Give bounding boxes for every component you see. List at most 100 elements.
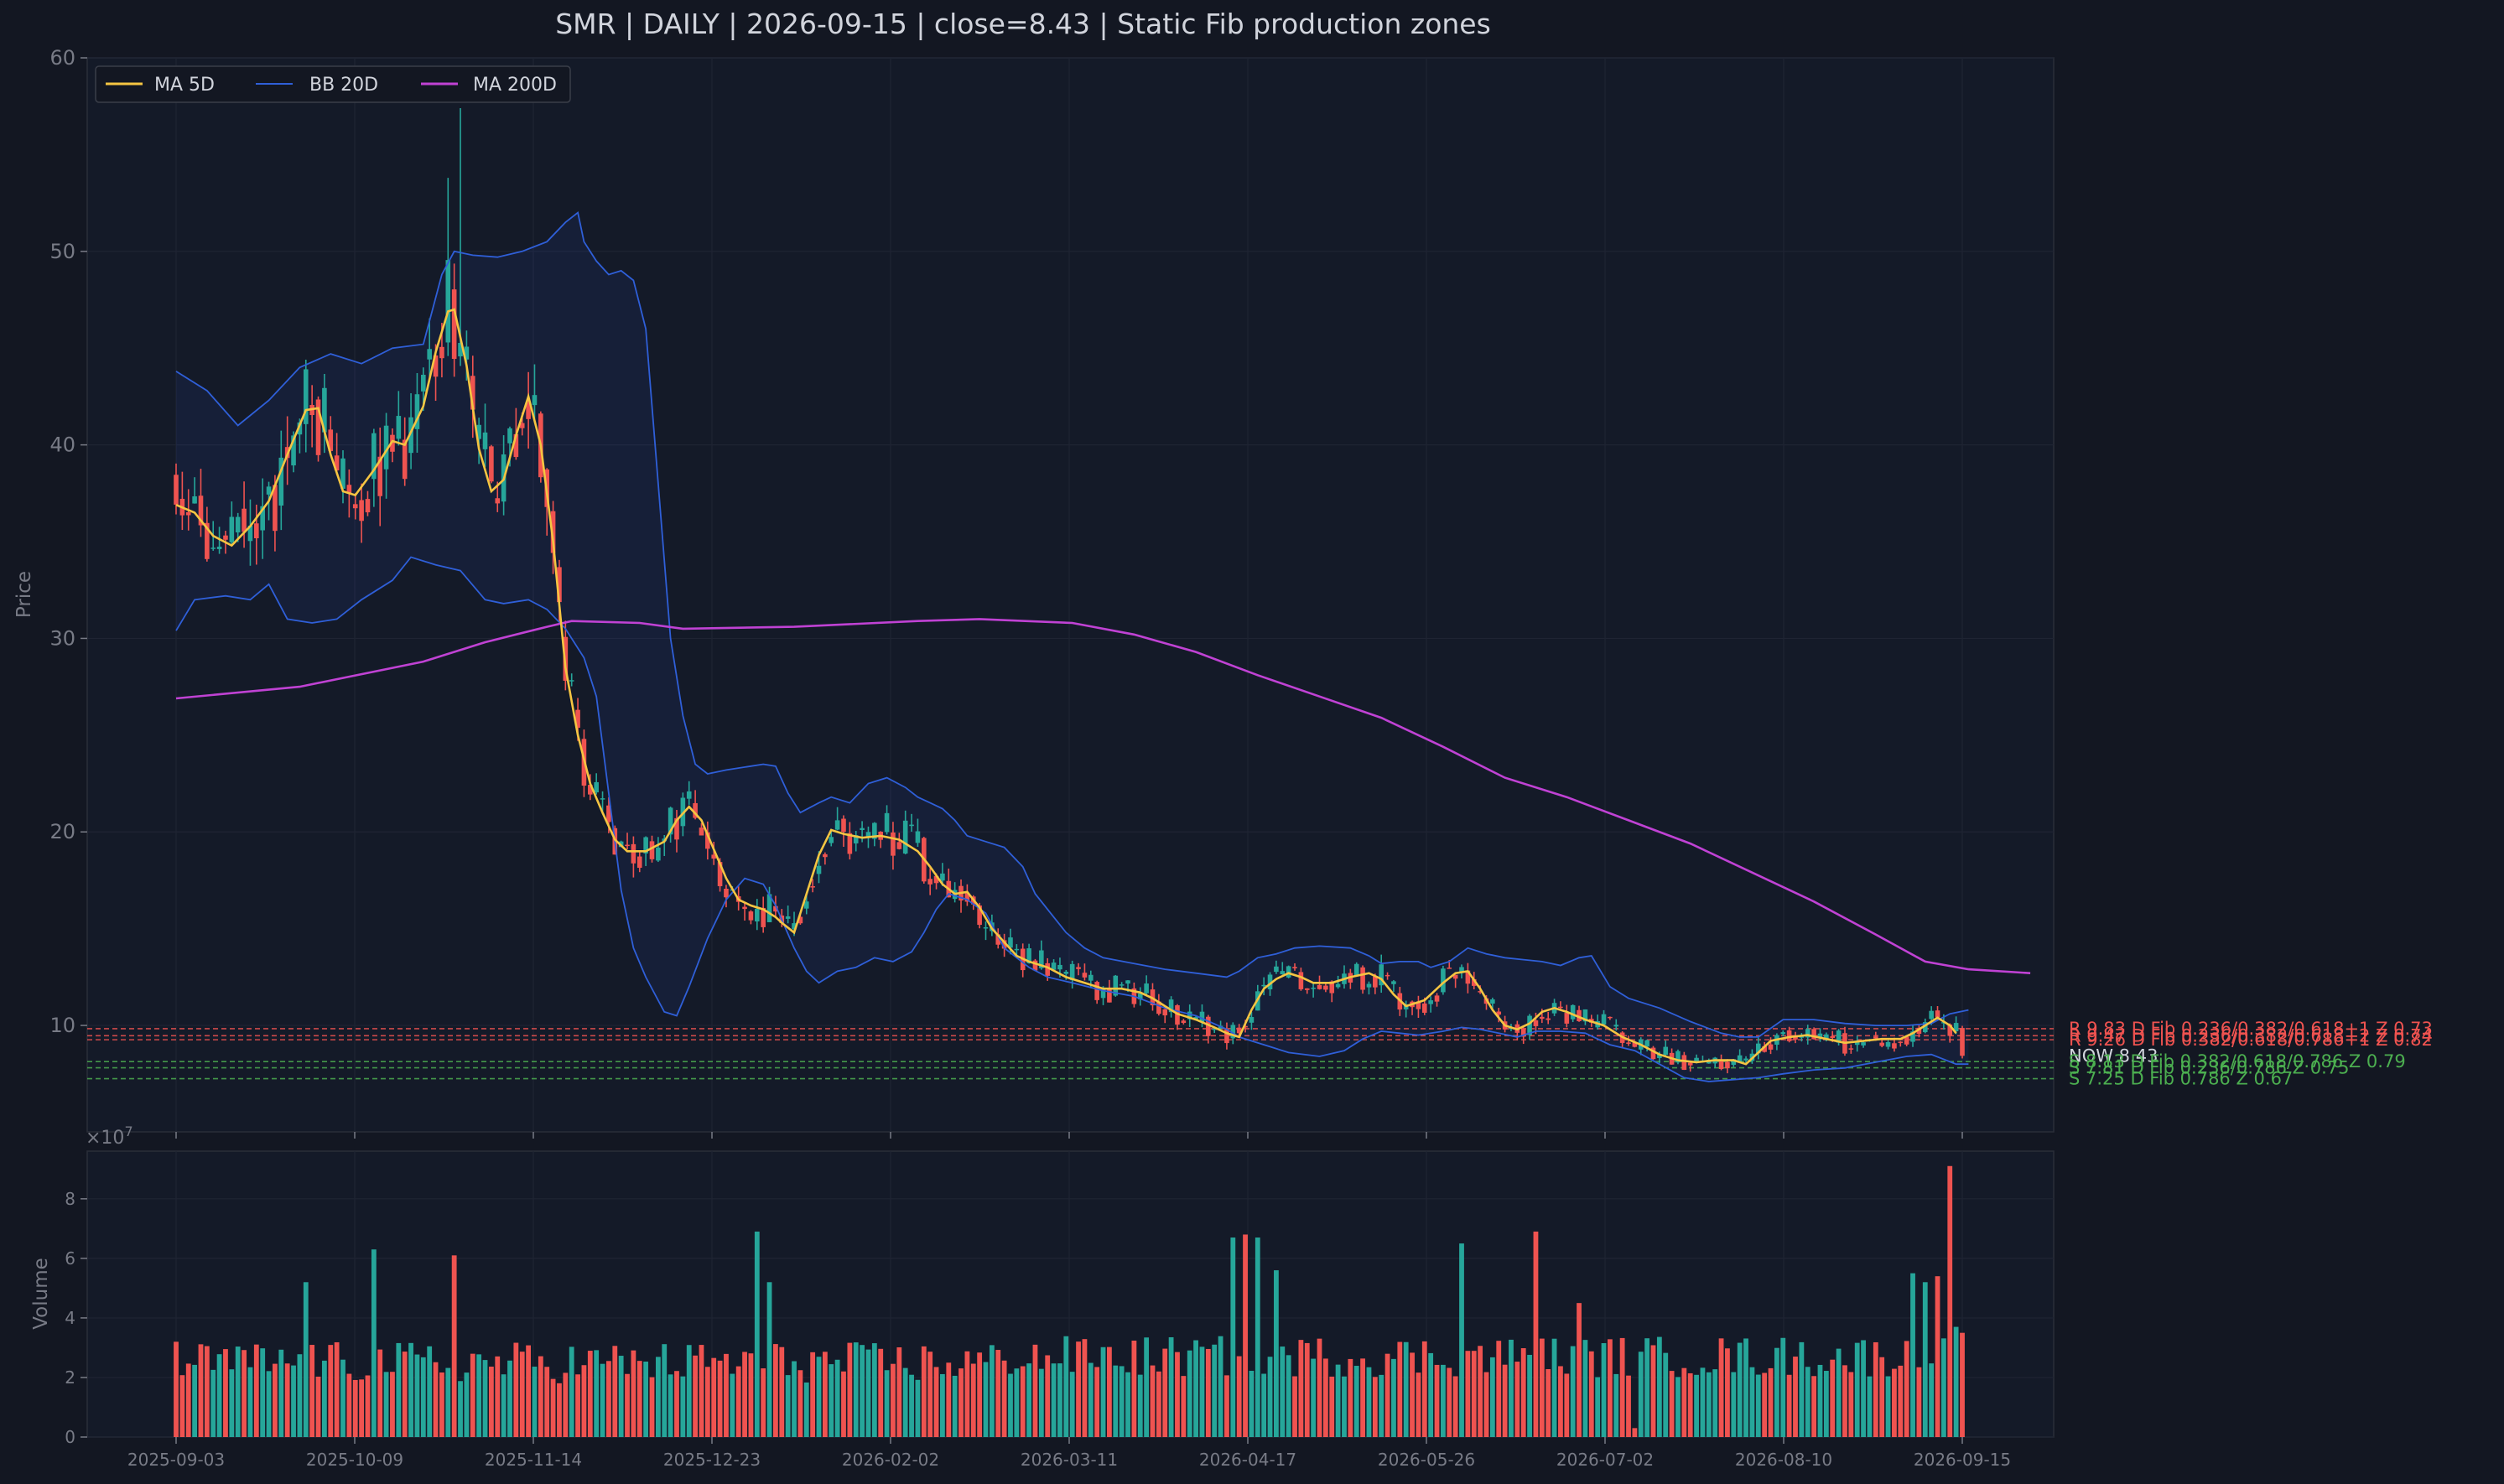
volume-bar — [792, 1361, 797, 1437]
volume-bar — [1650, 1345, 1656, 1437]
volume-bar — [1335, 1364, 1341, 1437]
candle-body — [1230, 1025, 1236, 1039]
candle-body — [1384, 974, 1390, 977]
candle-body — [1478, 991, 1483, 993]
volume-bar — [1069, 1372, 1075, 1437]
legend-item-ma200: MA 200D — [473, 75, 557, 96]
candle-body — [1045, 963, 1051, 976]
volume-bar — [470, 1353, 475, 1437]
candle-body — [247, 525, 253, 542]
price-tick-label: 20 — [49, 820, 75, 843]
fib-label: S 7.81 D Fib 0.236/0.786 Z 0.75 — [2069, 1058, 2349, 1078]
volume-bar — [1397, 1341, 1403, 1437]
volume-bar — [253, 1344, 259, 1437]
candle-body — [1039, 950, 1044, 968]
volume-bar — [1904, 1341, 1909, 1437]
candle-body — [668, 807, 673, 835]
candle-body — [1848, 1048, 1854, 1050]
candle-body — [860, 828, 865, 831]
candle-body — [1286, 966, 1291, 978]
volume-bar — [242, 1350, 247, 1437]
bollinger-upper-line — [175, 210, 1969, 1038]
candle-body — [1199, 1011, 1205, 1023]
volume-bar — [1008, 1373, 1013, 1437]
candle-body — [1076, 967, 1081, 969]
candle-body — [1892, 1043, 1897, 1049]
x-tick-label: 2026-07-02 — [1556, 1450, 1654, 1470]
volume-bar — [1348, 1358, 1353, 1437]
x-tick-label: 2026-05-26 — [1378, 1450, 1475, 1470]
volume-bar — [371, 1249, 377, 1437]
candle-body — [1125, 980, 1130, 984]
candle-body — [1558, 1006, 1563, 1009]
volume-bar — [1823, 1371, 1829, 1437]
x-tick-label: 2026-02-02 — [842, 1450, 939, 1470]
volume-bar — [1162, 1348, 1168, 1437]
volume-bar — [1255, 1238, 1260, 1437]
volume-bar — [1520, 1348, 1526, 1437]
x-tick-label: 2026-08-10 — [1735, 1450, 1832, 1470]
volume-bar — [352, 1379, 358, 1437]
candle-body — [205, 522, 210, 559]
candle-body — [242, 508, 247, 532]
volume-bar — [1867, 1376, 1873, 1437]
candle-body — [933, 875, 939, 884]
legend-box — [95, 65, 571, 103]
volume-bar — [1322, 1358, 1328, 1437]
volume-bar — [1298, 1340, 1304, 1437]
volume-bar — [1026, 1363, 1031, 1437]
volume-bar — [544, 1367, 550, 1437]
candle-body — [1947, 1024, 1953, 1036]
candle-body — [1718, 1060, 1724, 1069]
volume-bar — [507, 1360, 512, 1437]
candle-body — [699, 828, 704, 836]
volume-bar — [1805, 1367, 1810, 1437]
x-tick-label: 2026-04-17 — [1199, 1450, 1296, 1470]
volume-bar — [1793, 1357, 1798, 1437]
volume-bar — [229, 1369, 235, 1437]
volume-bar — [1577, 1303, 1582, 1437]
candle-body — [575, 709, 580, 729]
volume-bar — [1929, 1363, 1935, 1437]
volume-bar — [1372, 1377, 1378, 1437]
volume-bar — [1656, 1336, 1662, 1437]
volume-bar — [1737, 1342, 1743, 1437]
candle-body — [1459, 967, 1464, 973]
volume-bar — [1459, 1243, 1464, 1437]
candle-body — [1373, 976, 1378, 988]
candle-body — [1206, 1016, 1211, 1036]
volume-bar — [841, 1371, 846, 1437]
candle-body — [1836, 1030, 1842, 1043]
candle-body — [476, 424, 481, 439]
candle-body — [1452, 974, 1458, 979]
candle-body — [352, 504, 358, 509]
volume-bar — [662, 1344, 668, 1437]
volume-bar — [1045, 1355, 1051, 1437]
candle-body — [390, 434, 395, 452]
candle-body — [383, 425, 389, 470]
candle-body — [254, 523, 259, 538]
volume-bar — [717, 1360, 723, 1437]
volume-bar — [1440, 1364, 1446, 1437]
volume-bar — [1224, 1375, 1229, 1437]
candle-body — [1162, 1009, 1168, 1016]
candle-body — [1681, 1055, 1687, 1071]
volume-bar — [550, 1378, 556, 1437]
bollinger-band-area — [176, 212, 1969, 1082]
volume-axis-label: Volume — [30, 1258, 52, 1330]
x-axis: 2025-09-03 2025-10-09 2025-11-14 2025-12-23… — [127, 1132, 2011, 1470]
volume-bar — [1551, 1338, 1557, 1437]
fib-label: S 7.25 D Fib 0.786 Z 0.67 — [2069, 1069, 2293, 1089]
volume-bar — [773, 1344, 778, 1437]
candle-body — [489, 446, 494, 482]
volume-bar — [1619, 1337, 1625, 1437]
volume-bar — [1922, 1282, 1928, 1437]
volume-bar — [216, 1354, 222, 1437]
volume-bar — [735, 1366, 741, 1437]
volume-bar — [1910, 1273, 1915, 1437]
volume-bar — [1212, 1344, 1218, 1437]
volume-bar — [704, 1367, 710, 1437]
candle-body — [1094, 982, 1099, 1000]
candle-body — [631, 843, 636, 864]
candle-body — [1465, 970, 1471, 984]
